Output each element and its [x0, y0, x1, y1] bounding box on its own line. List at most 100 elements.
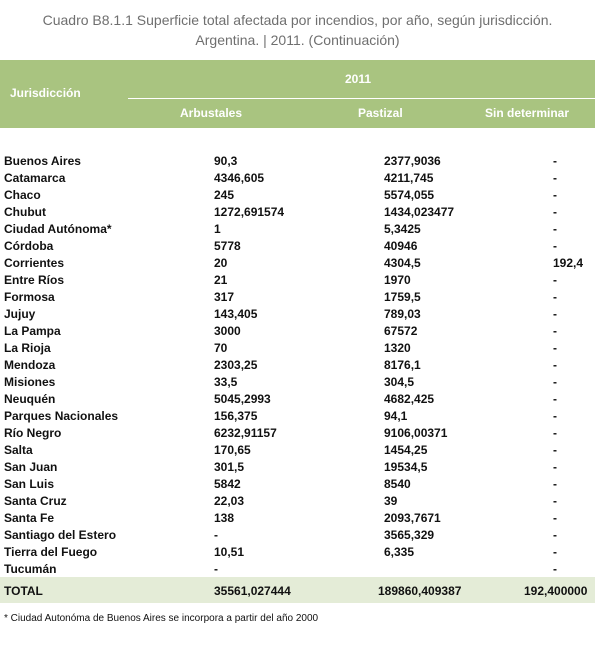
- row-label: Tucumán: [4, 562, 57, 576]
- row-label: La Pampa: [4, 324, 61, 338]
- cell: 301,5: [214, 460, 245, 474]
- cell: 138: [214, 511, 235, 525]
- row-label: Santa Cruz: [4, 494, 67, 508]
- cell: 156,375: [214, 409, 258, 423]
- cell: -: [553, 443, 557, 457]
- subheader: Pastizal: [358, 106, 403, 120]
- cell: 1320: [384, 341, 411, 355]
- cell: 2303,25: [214, 358, 258, 372]
- cell: -: [553, 341, 557, 355]
- cell: 4304,5: [384, 256, 421, 270]
- cell: 10,51: [214, 545, 245, 559]
- cell: 4682,425: [384, 392, 435, 406]
- cell: -: [553, 154, 557, 168]
- cell: 5842: [214, 477, 241, 491]
- cell: 8176,1: [384, 358, 421, 372]
- cell: 22,03: [214, 494, 245, 508]
- cell: 3000: [214, 324, 241, 338]
- cell: 5778: [214, 239, 241, 253]
- cell: 143,405: [214, 307, 258, 321]
- row-label: San Luis: [4, 477, 55, 491]
- cell: -: [553, 528, 557, 542]
- cell: -: [553, 392, 557, 406]
- total-cell: 35561,027444: [214, 584, 291, 598]
- cell: 4211,745: [384, 171, 434, 185]
- subheader: Arbustales: [180, 106, 243, 120]
- year-header: 2011: [345, 72, 372, 86]
- header-divider: [128, 98, 595, 99]
- cell: 789,03: [384, 307, 421, 321]
- cell: 1759,5: [384, 290, 421, 304]
- cell: -: [553, 290, 557, 304]
- row-label: Tierra del Fuego: [4, 545, 98, 559]
- cell: 6,335: [384, 545, 415, 559]
- total-cell: 189860,409387: [378, 584, 462, 598]
- cell: 39: [384, 494, 398, 508]
- row-label: Santiago del Estero: [4, 528, 117, 542]
- cell: 67572: [384, 324, 418, 338]
- cell: -: [553, 511, 557, 525]
- cell: 2377,9036: [384, 154, 441, 168]
- cell: -: [553, 222, 557, 236]
- cell: -: [214, 562, 218, 576]
- cell: 5045,2993: [214, 392, 271, 406]
- cell: 4346,605: [214, 171, 265, 185]
- cell: 40946: [384, 239, 418, 253]
- cell: -: [553, 205, 557, 219]
- row-label: Formosa: [4, 290, 55, 304]
- cell: 1434,023477: [384, 205, 455, 219]
- cell: 3565,329: [384, 528, 435, 542]
- cell: 1: [214, 222, 221, 236]
- row-label: Córdoba: [4, 239, 54, 253]
- cell: -: [553, 307, 557, 321]
- cell: -: [553, 494, 557, 508]
- row-label: Entre Ríos: [4, 273, 65, 287]
- row-label: Chubut: [4, 205, 46, 219]
- cell: -: [553, 477, 557, 491]
- cell: 1454,25: [384, 443, 428, 457]
- column-header: Jurisdicción: [10, 86, 81, 100]
- cell: 19534,5: [384, 460, 428, 474]
- cell: 90,3: [214, 154, 238, 168]
- row-label: Parques Nacionales: [4, 409, 119, 423]
- cell: -: [553, 562, 557, 576]
- cell: -: [214, 528, 218, 542]
- row-label: La Rioja: [4, 341, 51, 355]
- subheader: Sin determinar: [485, 106, 570, 120]
- cell: 170,65: [214, 443, 251, 457]
- row-label: Mendoza: [4, 358, 56, 372]
- cell: 8540: [384, 477, 411, 491]
- row-label: Catamarca: [4, 171, 66, 185]
- row-label: San Juan: [4, 460, 58, 474]
- row-label: Santa Fe: [4, 511, 55, 525]
- row-label: Salta: [4, 443, 33, 457]
- cell: 1272,691574: [214, 205, 285, 219]
- cell: -: [553, 545, 557, 559]
- cell: -: [553, 375, 557, 389]
- row-label: Neuquén: [4, 392, 56, 406]
- cell: -: [553, 188, 557, 202]
- cell: -: [553, 324, 557, 338]
- cell: -: [553, 409, 557, 423]
- cell: 317: [214, 290, 235, 304]
- total-band: [0, 577, 595, 603]
- cell: 21: [214, 273, 228, 287]
- cell: 245: [214, 188, 235, 202]
- cell: 33,5: [214, 375, 238, 389]
- cell: 1970: [384, 273, 411, 287]
- row-label: Corrientes: [4, 256, 65, 270]
- cell: -: [553, 171, 557, 185]
- cell: 6232,91157: [214, 426, 277, 440]
- cell: -: [553, 273, 557, 287]
- total-label: TOTAL: [4, 584, 43, 598]
- subtitle: Argentina. | 2011. (Continuación): [195, 32, 400, 48]
- cell: -: [553, 426, 557, 440]
- row-label: Jujuy: [4, 307, 36, 321]
- cell: 5,3425: [384, 222, 421, 236]
- cell: 70: [214, 341, 228, 355]
- title: Cuadro B8.1.1 Superficie total afectada …: [42, 12, 553, 28]
- cell: 20: [214, 256, 228, 270]
- cell: 5574,055: [384, 188, 435, 202]
- cell: 304,5: [384, 375, 415, 389]
